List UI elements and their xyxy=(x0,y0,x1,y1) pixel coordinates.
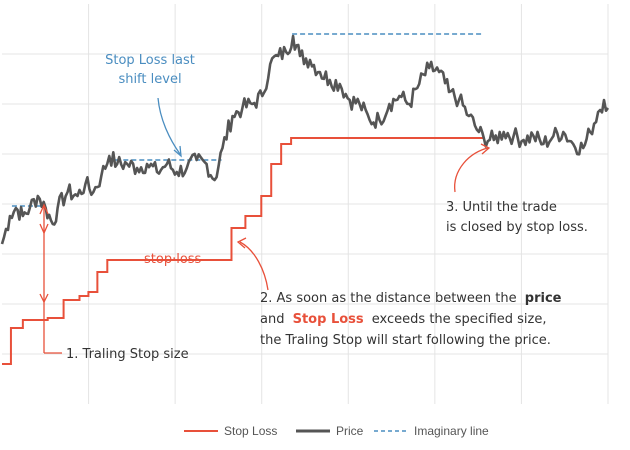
legend-stoploss-label: Stop Loss xyxy=(224,424,277,438)
series-layer xyxy=(0,33,610,365)
arrow-distance xyxy=(239,241,269,291)
annotation-closed-line1: 3. Until the trade xyxy=(446,200,557,215)
annotation-distance-line2: and Stop Loss exceeds the specified size… xyxy=(260,312,546,327)
annotation-stop-loss: stop·loss xyxy=(144,252,202,267)
legend-imaginary-label: Imaginary line xyxy=(414,424,489,438)
trailing-size-head-mid-up xyxy=(39,223,49,235)
arrow-shift-level xyxy=(157,97,181,155)
legend: Stop Loss Price Imaginary line xyxy=(184,424,489,438)
annotation-distance-line3: the Traling Stop will start following th… xyxy=(260,333,551,348)
annotation-trailing-size: 1. Traling Stop size xyxy=(66,347,189,362)
legend-price-label: Price xyxy=(336,424,364,438)
annotations: Stop Loss last shift level stop·loss 1. … xyxy=(66,53,588,362)
annotation-shift-level-line2: shift level xyxy=(118,72,181,87)
trailing-size-head-mid-down xyxy=(39,293,49,304)
series-stop-loss xyxy=(2,137,484,365)
arrow-distance-head xyxy=(236,237,247,249)
annotation-distance-line1: 2. As soon as the distance between the p… xyxy=(260,291,562,306)
annotation-arrows xyxy=(39,97,491,354)
arrow-closed-head xyxy=(480,143,491,155)
annotation-closed-line2: is closed by stop loss. xyxy=(446,220,588,235)
series-price xyxy=(0,34,610,245)
trailing-size-head-top xyxy=(39,203,49,215)
arrow-closed xyxy=(454,147,489,193)
annotation-shift-level-line1: Stop Loss last xyxy=(105,53,195,68)
arrow-shift-level-head xyxy=(173,145,182,158)
